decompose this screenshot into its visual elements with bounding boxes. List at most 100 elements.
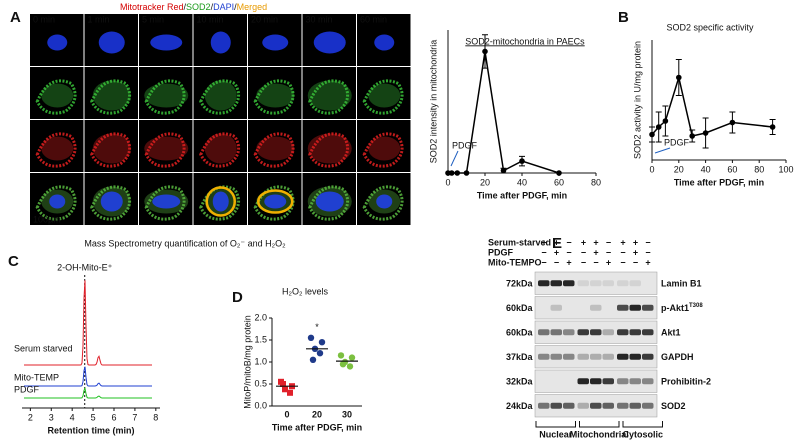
nucleus xyxy=(98,31,125,54)
band xyxy=(563,329,575,336)
panel-letter: E xyxy=(552,235,562,252)
x-tick-label: 0 xyxy=(445,177,450,187)
treatment-mark: − xyxy=(581,247,586,257)
protein-label: Prohibitin-2 xyxy=(661,377,711,387)
cell-fill xyxy=(368,136,401,161)
treatment-mark: + xyxy=(566,257,571,267)
header-part: / xyxy=(211,2,214,12)
band xyxy=(617,280,629,287)
cell-body xyxy=(90,132,132,168)
cell-body xyxy=(199,79,241,115)
x-tick-label: 0 xyxy=(284,409,289,419)
treatment-mark: + xyxy=(620,237,625,247)
annotation: PDGF xyxy=(664,137,690,147)
x-axis-label: Time after PDGF, min xyxy=(272,422,362,432)
cell-body xyxy=(253,132,295,168)
cell-fill xyxy=(92,133,131,164)
protein-name: p-Akt1 xyxy=(661,303,689,313)
cell-fill xyxy=(307,80,352,111)
nucleus xyxy=(152,194,181,209)
band xyxy=(550,402,562,409)
merge-ring xyxy=(257,189,294,214)
band xyxy=(617,304,629,311)
band xyxy=(538,402,550,409)
panel-letter: A xyxy=(10,9,21,26)
fraction-bracket xyxy=(579,421,620,428)
marker-label: 24kDa xyxy=(506,401,534,411)
data-point xyxy=(689,133,695,139)
band xyxy=(642,304,654,311)
merge-ring xyxy=(205,186,236,217)
annotation-arrow xyxy=(450,150,459,167)
treatment-mark: + xyxy=(593,247,598,257)
treatment-mark: − xyxy=(606,237,611,247)
trace xyxy=(24,386,152,399)
treatment-mark: + xyxy=(633,247,638,257)
header-part: DAPI xyxy=(213,2,234,12)
treatment-mark: + xyxy=(593,237,598,247)
x-tick-label: 100 xyxy=(778,164,793,174)
data-point xyxy=(729,119,736,126)
marker-label: 32kDa xyxy=(506,377,534,387)
cell-body xyxy=(308,132,350,168)
data-point xyxy=(482,48,488,55)
band xyxy=(629,378,641,385)
time-label: 20 min xyxy=(251,14,278,24)
data-point xyxy=(307,334,315,341)
treatment-mark: − xyxy=(581,257,586,267)
x-tick-label: 60 xyxy=(554,177,564,187)
data-point xyxy=(280,381,286,387)
data-point xyxy=(339,361,347,368)
protein-label: GAPDH xyxy=(661,352,694,362)
band xyxy=(563,280,575,287)
marker-label: 60kDa xyxy=(506,303,534,313)
data-point xyxy=(769,124,776,130)
header-part: Mitotracker Red xyxy=(120,2,184,12)
y-tick-label: 2.0 xyxy=(254,312,267,322)
x-tick-label: 20 xyxy=(674,164,684,174)
fraction-bracket xyxy=(535,421,576,428)
panel-letter: B xyxy=(618,9,629,26)
treatment-mark: − xyxy=(645,247,650,257)
data-point xyxy=(309,356,317,363)
band xyxy=(629,329,641,336)
treatment-mark: − xyxy=(541,257,546,267)
chart-title: Mass Spectrometry quantification of O₂⁻ … xyxy=(84,238,286,248)
x-axis-label: Time after PDGF, min xyxy=(477,190,567,200)
cell-fill xyxy=(204,133,237,164)
protein-superscript: T308 xyxy=(689,302,703,308)
nucleus xyxy=(210,31,231,54)
cell-body xyxy=(35,79,77,115)
treatment-mark: − xyxy=(620,257,625,267)
time-label: 10 min xyxy=(197,14,224,24)
marker-label: 60kDa xyxy=(506,328,534,338)
band xyxy=(590,378,602,385)
cell-body xyxy=(90,185,132,221)
band xyxy=(577,280,589,287)
band xyxy=(577,378,589,385)
data-point xyxy=(348,354,356,361)
band xyxy=(590,353,602,360)
nucleus xyxy=(262,34,289,51)
cell-fill xyxy=(256,83,295,108)
band xyxy=(563,353,575,360)
cell-fill xyxy=(144,83,189,108)
data-point xyxy=(463,170,470,176)
chart-title: SOD2 specific activity xyxy=(666,22,754,32)
x-tick-label: 2 xyxy=(28,412,33,422)
fraction-label: Nuclear xyxy=(539,429,573,439)
x-tick-label: 7 xyxy=(132,412,137,422)
protein-name: SOD2 xyxy=(661,401,686,411)
x-tick-label: 6 xyxy=(111,412,116,422)
band xyxy=(629,353,641,360)
cell-fill xyxy=(144,136,189,161)
chart-title: H₂O₂ levels xyxy=(282,286,328,296)
cell-fill xyxy=(368,83,401,108)
trace xyxy=(24,366,152,387)
band xyxy=(602,378,614,385)
x-tick-label: 80 xyxy=(754,164,764,174)
cell-body xyxy=(199,132,241,168)
x-tick-label: 5 xyxy=(91,412,96,422)
treatment-mark: + xyxy=(633,237,638,247)
